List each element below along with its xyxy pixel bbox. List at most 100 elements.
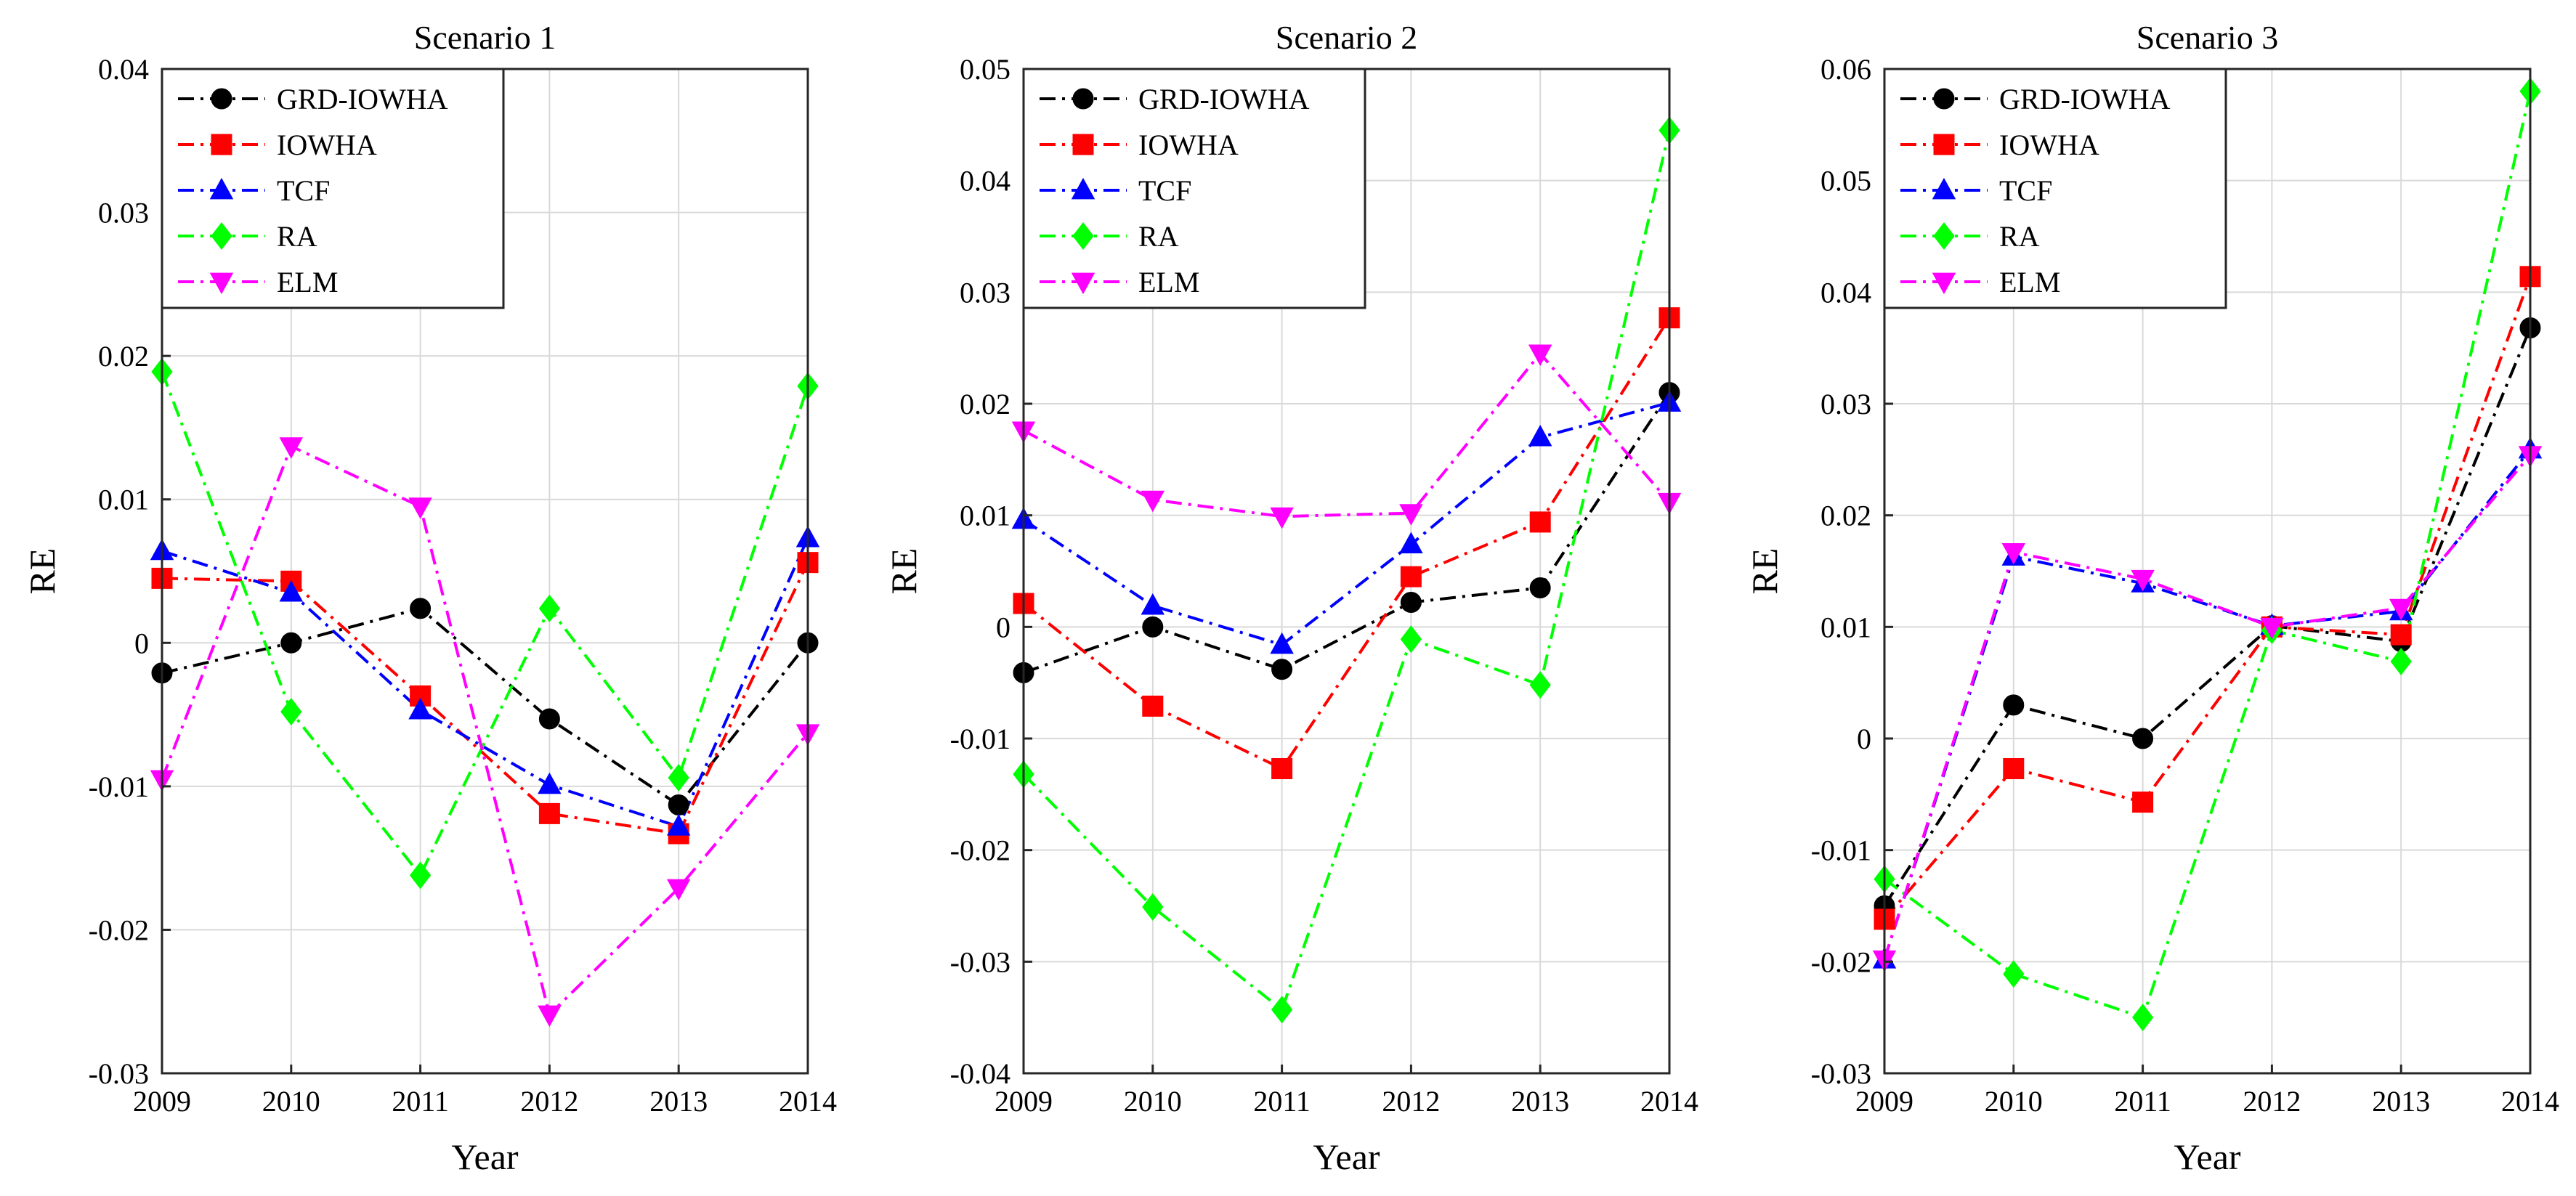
legend-item-tcf: TCF — [1900, 174, 2052, 207]
y-tick-label: 0 — [134, 627, 149, 659]
legend-label: RA — [277, 220, 317, 253]
data-point-ra-2013 — [2390, 647, 2412, 675]
x-tick-label: 2012 — [520, 1085, 578, 1118]
chart-title: Scenario 3 — [2136, 19, 2278, 56]
y-tick-label: 0.05 — [960, 53, 1010, 86]
legend-marker — [1933, 221, 1955, 251]
x-tick-label: 2009 — [133, 1085, 191, 1118]
data-point-iowha-2013 — [1529, 511, 1551, 533]
y-tick-label: -0.01 — [89, 770, 149, 803]
legend-label: IOWHA — [277, 129, 377, 161]
legend: GRD-IOWHA IOWHA TCF RA ELM — [161, 68, 505, 309]
data-point-iowha-2010 — [2003, 757, 2025, 779]
data-point-grd-iowha-2010 — [1142, 616, 1164, 638]
y-tick-label: 0.04 — [98, 53, 149, 86]
x-axis-label: Year — [1313, 1136, 1380, 1177]
data-point-elm-2010 — [279, 437, 304, 459]
data-point-ra-2013 — [1529, 671, 1551, 699]
legend-item-tcf: TCF — [178, 174, 330, 207]
x-tick-label: 2010 — [1124, 1085, 1182, 1118]
x-tick-label: 2012 — [1382, 1085, 1440, 1118]
legend-marker — [1932, 177, 1956, 200]
data-point-elm-2011 — [1270, 507, 1294, 529]
y-tick-label: -0.02 — [1811, 945, 1871, 978]
y-tick-label: 0.03 — [960, 276, 1010, 309]
x-tick-label: 2011 — [392, 1085, 449, 1118]
legend-marker — [211, 134, 232, 155]
data-point-elm-2013 — [666, 879, 691, 901]
data-point-tcf-2012 — [1399, 532, 1423, 554]
data-point-ra-2011 — [2131, 1004, 2154, 1032]
legend-item-ra: RA — [1040, 220, 1179, 253]
y-tick-label: -0.04 — [950, 1057, 1010, 1090]
legend-marker — [1072, 221, 1094, 251]
series-line-ra — [1022, 130, 1671, 1012]
legend-item-ra: RA — [1900, 220, 2040, 253]
data-point-grd-iowha-2010 — [280, 632, 302, 654]
data-point-elm-2013 — [1528, 344, 1552, 366]
y-tick-label: 0.03 — [1820, 388, 1871, 420]
legend-item-iowha: IOWHA — [178, 129, 377, 161]
x-tick-label: 2010 — [1985, 1085, 2043, 1118]
data-point-ra-2011 — [409, 861, 432, 890]
data-point-elm-2012 — [2260, 617, 2284, 640]
y-tick-label: 0.05 — [1820, 165, 1871, 198]
legend-item-iowha: IOWHA — [1900, 129, 2099, 161]
y-tick-label: 0.01 — [1820, 611, 1871, 643]
data-point-ra-2010 — [1142, 893, 1164, 922]
data-point-elm-2011 — [408, 497, 432, 519]
legend-label: IOWHA — [1999, 129, 2099, 161]
legend-marker — [1932, 272, 1956, 295]
y-tick-label: 0.02 — [1820, 500, 1871, 532]
legend-item-elm: ELM — [1040, 266, 1199, 298]
x-tick-label: 2013 — [2372, 1085, 2430, 1118]
data-point-grd-iowha-2013 — [668, 794, 689, 816]
data-point-tcf-2011 — [408, 698, 432, 720]
series-line-tcf — [1022, 401, 1670, 646]
legend-label: TCF — [1999, 174, 2052, 207]
y-tick-label: 0 — [996, 611, 1010, 643]
data-point-grd-iowha-2012 — [1400, 592, 1422, 614]
legend-marker — [1071, 177, 1095, 200]
data-point-grd-iowha-2011 — [1271, 659, 1293, 680]
x-axis-label: Year — [451, 1136, 518, 1177]
data-point-tcf-2013 — [1528, 424, 1552, 447]
data-point-ra-2010 — [2003, 960, 2025, 988]
legend: GRD-IOWHA IOWHA TCF RA ELM — [1883, 68, 2227, 309]
legend-label: RA — [1999, 220, 2040, 253]
series-line-iowha — [1883, 276, 2532, 921]
y-tick-label: -0.02 — [89, 914, 149, 946]
x-tick-label: 2009 — [995, 1085, 1053, 1118]
y-axis-label: RE — [1744, 548, 1785, 595]
y-tick-label: 0.04 — [960, 165, 1010, 198]
y-axis-label: RE — [883, 548, 924, 595]
data-point-elm-2010 — [2001, 542, 2026, 565]
data-point-ra-2011 — [1271, 996, 1293, 1024]
series-line-iowha — [1022, 317, 1671, 770]
chart-panel-2: 2009 2010 2011 2012 2013 2014 -0.04 -0.03 -0.02 -… — [883, 19, 1698, 1177]
legend-label: TCF — [277, 174, 330, 207]
x-tick-label: 2013 — [649, 1085, 708, 1118]
legend-marker — [1071, 272, 1095, 295]
legend-marker — [1072, 88, 1094, 110]
legend-marker — [1933, 134, 1955, 155]
legend-marker — [211, 88, 232, 110]
data-point-grd-iowha-2012 — [538, 708, 560, 730]
data-point-tcf-2010 — [279, 579, 304, 602]
data-point-elm-2010 — [1141, 490, 1165, 513]
x-tick-label: 2014 — [1640, 1085, 1698, 1118]
legend-item-grd-iowha: GRD-IOWHA — [1900, 83, 2171, 115]
data-point-ra-2013 — [668, 763, 689, 792]
legend-label: RA — [1138, 220, 1179, 253]
data-point-elm-2011 — [2131, 569, 2155, 592]
data-point-elm-2012 — [1399, 504, 1423, 526]
legend-marker — [1933, 88, 1955, 110]
series-line-ra — [1883, 91, 2532, 1020]
data-point-ra-2012 — [1400, 625, 1422, 654]
x-tick-label: 2011 — [2114, 1085, 2171, 1118]
y-tick-label: -0.01 — [1811, 834, 1871, 867]
data-point-tcf-2011 — [1270, 632, 1294, 654]
series-line-elm — [1883, 454, 2532, 960]
legend-marker — [209, 177, 234, 200]
